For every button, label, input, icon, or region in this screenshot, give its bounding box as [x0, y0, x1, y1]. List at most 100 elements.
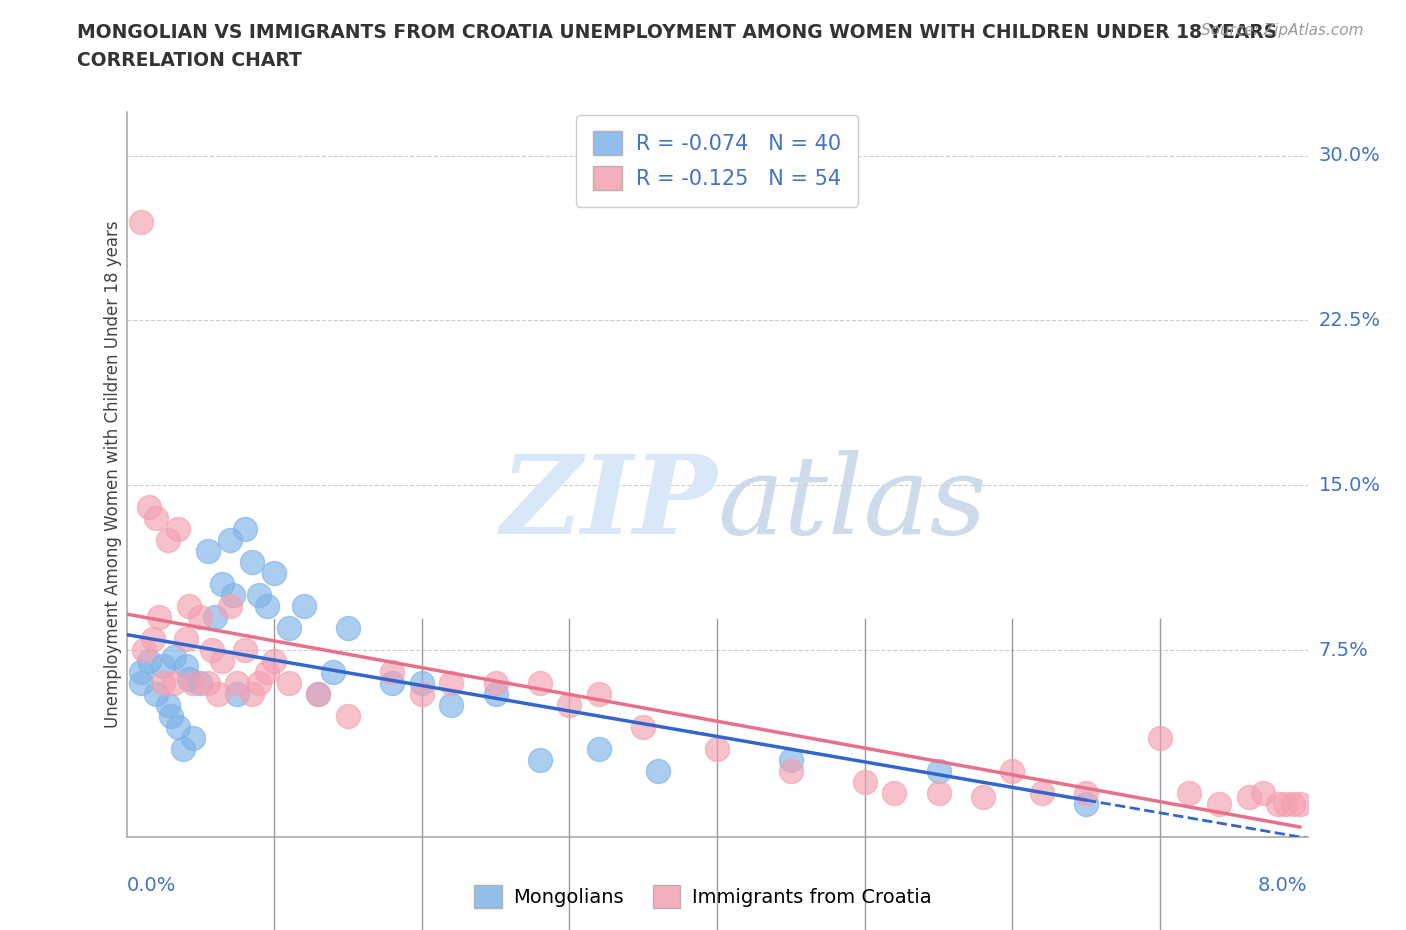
Point: [219, 599, 242, 614]
Point: [853, 775, 876, 790]
Point: [145, 686, 167, 701]
Point: [588, 686, 610, 701]
Point: [292, 599, 315, 614]
Point: [484, 676, 508, 691]
Point: [222, 588, 245, 603]
Y-axis label: Unemployment Among Women with Children Under 18 years: Unemployment Among Women with Children U…: [104, 220, 122, 728]
Point: [588, 741, 610, 756]
Point: [201, 643, 224, 658]
Point: [211, 577, 233, 591]
Point: [381, 676, 404, 691]
Point: [322, 665, 344, 680]
Point: [152, 676, 174, 691]
Point: [706, 741, 728, 756]
Point: [134, 643, 156, 658]
Point: [411, 686, 433, 701]
Point: [308, 686, 330, 701]
Point: [188, 676, 212, 691]
Point: [278, 620, 301, 635]
Point: [780, 752, 803, 767]
Text: 15.0%: 15.0%: [1319, 476, 1381, 495]
Text: ZIP: ZIP: [501, 449, 717, 557]
Text: MONGOLIAN VS IMMIGRANTS FROM CROATIA UNEMPLOYMENT AMONG WOMEN WITH CHILDREN UNDE: MONGOLIAN VS IMMIGRANTS FROM CROATIA UNE…: [77, 23, 1278, 42]
Point: [337, 620, 360, 635]
Point: [928, 786, 950, 801]
Point: [558, 698, 581, 712]
Point: [163, 676, 186, 691]
Point: [1253, 786, 1275, 801]
Point: [167, 522, 190, 537]
Point: [263, 654, 285, 669]
Text: CORRELATION CHART: CORRELATION CHART: [77, 51, 302, 70]
Text: Source: ZipAtlas.com: Source: ZipAtlas.com: [1201, 23, 1364, 38]
Point: [883, 786, 905, 801]
Point: [337, 709, 360, 724]
Point: [156, 698, 179, 712]
Point: [188, 610, 212, 625]
Point: [440, 698, 463, 712]
Point: [207, 686, 229, 701]
Point: [177, 599, 200, 614]
Point: [1282, 797, 1305, 812]
Point: [197, 544, 219, 559]
Point: [440, 676, 463, 691]
Point: [174, 658, 197, 673]
Point: [1208, 797, 1230, 812]
Point: [197, 676, 219, 691]
Point: [152, 658, 174, 673]
Point: [156, 533, 179, 548]
Point: [647, 764, 669, 778]
Point: [142, 631, 165, 646]
Text: 7.5%: 7.5%: [1319, 641, 1368, 659]
Point: [167, 720, 190, 735]
Point: [1178, 786, 1201, 801]
Point: [1237, 790, 1260, 804]
Text: 0.0%: 0.0%: [127, 876, 176, 895]
Point: [529, 752, 551, 767]
Text: 22.5%: 22.5%: [1319, 311, 1381, 330]
Point: [1149, 731, 1171, 746]
Point: [226, 686, 249, 701]
Point: [181, 731, 204, 746]
Point: [163, 649, 186, 664]
Point: [256, 599, 278, 614]
Point: [177, 671, 200, 686]
Point: [181, 676, 204, 691]
Point: [138, 654, 160, 669]
Point: [1274, 797, 1296, 812]
Point: [174, 631, 197, 646]
Point: [1076, 797, 1098, 812]
Point: [256, 665, 278, 680]
Point: [1076, 786, 1098, 801]
Text: 30.0%: 30.0%: [1319, 146, 1381, 165]
Point: [780, 764, 803, 778]
Point: [928, 764, 950, 778]
Point: [145, 511, 167, 525]
Point: [233, 643, 256, 658]
Point: [249, 588, 271, 603]
Point: [172, 741, 194, 756]
Point: [249, 676, 271, 691]
Point: [129, 665, 153, 680]
Point: [381, 665, 404, 680]
Point: [263, 565, 285, 580]
Point: [1001, 764, 1024, 778]
Point: [529, 676, 551, 691]
Point: [148, 610, 170, 625]
Point: [160, 709, 183, 724]
Point: [1289, 797, 1312, 812]
Point: [240, 686, 263, 701]
Point: [211, 654, 233, 669]
Point: [129, 214, 153, 229]
Point: [484, 686, 508, 701]
Point: [129, 676, 153, 691]
Point: [240, 555, 263, 570]
Legend: R = -0.074   N = 40, R = -0.125   N = 54: R = -0.074 N = 40, R = -0.125 N = 54: [576, 114, 858, 206]
Point: [972, 790, 994, 804]
Point: [1267, 797, 1289, 812]
Point: [633, 720, 655, 735]
Point: [138, 499, 160, 514]
Point: [411, 676, 433, 691]
Text: atlas: atlas: [717, 449, 987, 557]
Point: [278, 676, 301, 691]
